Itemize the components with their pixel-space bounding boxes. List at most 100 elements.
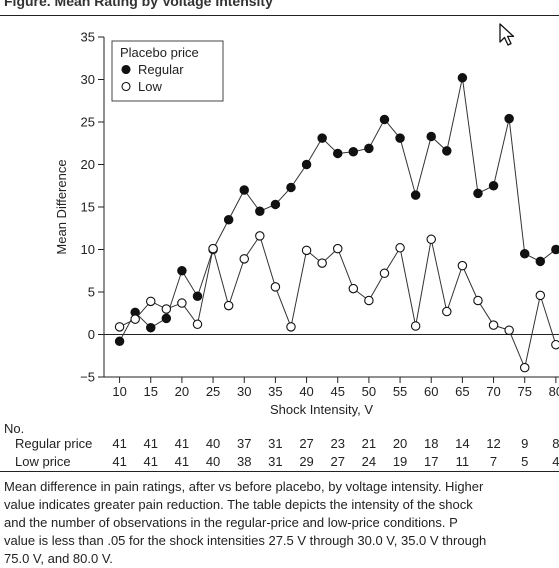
mouse-pointer-icon (499, 23, 515, 46)
table-cell: 41 (143, 454, 158, 469)
y-tick-label: 20 (81, 157, 95, 172)
data-point-low (114, 322, 125, 332)
data-point-low (270, 282, 281, 292)
x-tick-label: 45 (330, 384, 344, 399)
y-tick-label: 15 (81, 200, 95, 215)
table-cell: 20 (392, 436, 408, 451)
data-point-low (161, 304, 172, 314)
table-cell: 4 (552, 454, 559, 469)
data-point-low (130, 314, 140, 324)
data-point-low (473, 295, 483, 306)
data-point-regular (410, 190, 421, 200)
figure-title-strip: Figure. Mean Rating by Voltage Intensity (0, 0, 559, 16)
y-axis-title: Mean Difference (54, 159, 69, 254)
table-cell: 12 (486, 436, 501, 451)
x-tick-label: 55 (393, 384, 407, 399)
table-row-label: Regular price (15, 436, 93, 451)
data-point-low (208, 243, 218, 254)
legend-marker-regular (121, 64, 131, 75)
table-cell: 41 (112, 454, 127, 469)
top-rule (0, 15, 559, 16)
legend-label-regular: Regular (138, 62, 184, 77)
table-cell: 5 (521, 454, 529, 469)
data-point-regular (395, 133, 405, 143)
data-point-low (395, 243, 405, 253)
data-point-regular (504, 113, 514, 124)
table-cell: 38 (237, 454, 252, 469)
data-point-regular (223, 215, 234, 225)
x-tick-label: 25 (206, 384, 220, 399)
table-cell: 7 (489, 454, 498, 469)
data-point-regular (286, 182, 296, 193)
data-point-low (426, 234, 436, 245)
table-cell: 8 (552, 436, 559, 451)
y-tick-label: 30 (81, 72, 95, 87)
table-cell: 19 (392, 454, 408, 469)
table-cell: 23 (330, 436, 345, 451)
x-tick-label: 65 (455, 384, 469, 399)
data-point-low (192, 319, 203, 330)
data-point-low (177, 298, 187, 308)
data-point-low (379, 268, 390, 279)
data-point-regular (255, 206, 265, 217)
data-point-low (301, 245, 312, 256)
data-point-regular (379, 114, 390, 125)
table-cell: 29 (299, 454, 314, 469)
table-cell: 31 (268, 436, 283, 451)
table-cell: 37 (237, 436, 252, 451)
data-point-low (410, 321, 421, 331)
data-point-regular (488, 181, 499, 191)
data-point-low (535, 290, 546, 301)
chart-series (114, 73, 559, 373)
table-row-label: Low price (15, 454, 71, 469)
data-point-low (364, 295, 374, 306)
x-axis-title: Shock Intensity, V (270, 402, 373, 417)
data-point-low (286, 322, 296, 332)
data-point-regular (177, 265, 187, 276)
legend-box (111, 40, 224, 102)
data-point-low (348, 283, 359, 294)
table-cell: 40 (205, 454, 221, 469)
table-cell: 41 (112, 436, 127, 451)
x-tick-label: 35 (268, 384, 282, 399)
x-tick-label: 20 (175, 384, 189, 399)
x-tick-label: 10 (112, 384, 126, 399)
data-point-regular (145, 322, 156, 333)
x-tick-label: 30 (237, 384, 251, 399)
x-tick-label: 15 (144, 384, 158, 399)
data-point-regular (426, 131, 436, 142)
chart-legend: Placebo price Regular Low (111, 40, 224, 102)
data-point-regular (519, 249, 530, 259)
data-point-regular (457, 73, 468, 83)
table-cell: 41 (174, 454, 190, 469)
x-tick-label: 40 (299, 384, 313, 399)
table-cell: 21 (361, 436, 377, 451)
data-point-low (239, 254, 249, 264)
table-cell: 41 (143, 436, 158, 451)
y-tick-label: 5 (88, 285, 95, 300)
data-point-regular (332, 148, 343, 159)
series-regular (114, 73, 559, 347)
data-point-regular (348, 147, 359, 157)
table-cell: 24 (361, 454, 377, 469)
table-heading: No. (4, 421, 25, 436)
table-cell: 41 (174, 436, 190, 451)
legend-marker-low (121, 81, 131, 92)
series-low (114, 231, 559, 373)
table-row-regular-price: Regular price 41 41 41 40 37 31 27 23 21 20 18 14 12… (0, 436, 559, 453)
table-cell: 40 (205, 436, 221, 451)
caption-line: Mean difference in pain ratings, after v… (4, 479, 484, 494)
caption-line: value indicates greater pain reduction. … (4, 497, 473, 512)
x-tick-label: 70 (486, 384, 500, 399)
x-tick-label: 75 (517, 384, 531, 399)
table-cell: 18 (423, 436, 439, 451)
data-point-regular (161, 313, 172, 324)
data-point-low (442, 306, 452, 317)
figure-title: Figure. Mean Rating by Voltage Intensity (4, 0, 273, 9)
table-cell: 14 (455, 436, 470, 451)
data-point-regular (364, 143, 374, 154)
caption-line: 75.0 V, and 80.0 V. (4, 551, 113, 566)
y-tick-label: −5 (80, 370, 95, 385)
chart-axes: −5 0 5 10 15 20 25 30 35 10 15 20 25 30 35 40 45 50 55 60 65… (54, 30, 559, 417)
data-point-regular (114, 336, 125, 347)
